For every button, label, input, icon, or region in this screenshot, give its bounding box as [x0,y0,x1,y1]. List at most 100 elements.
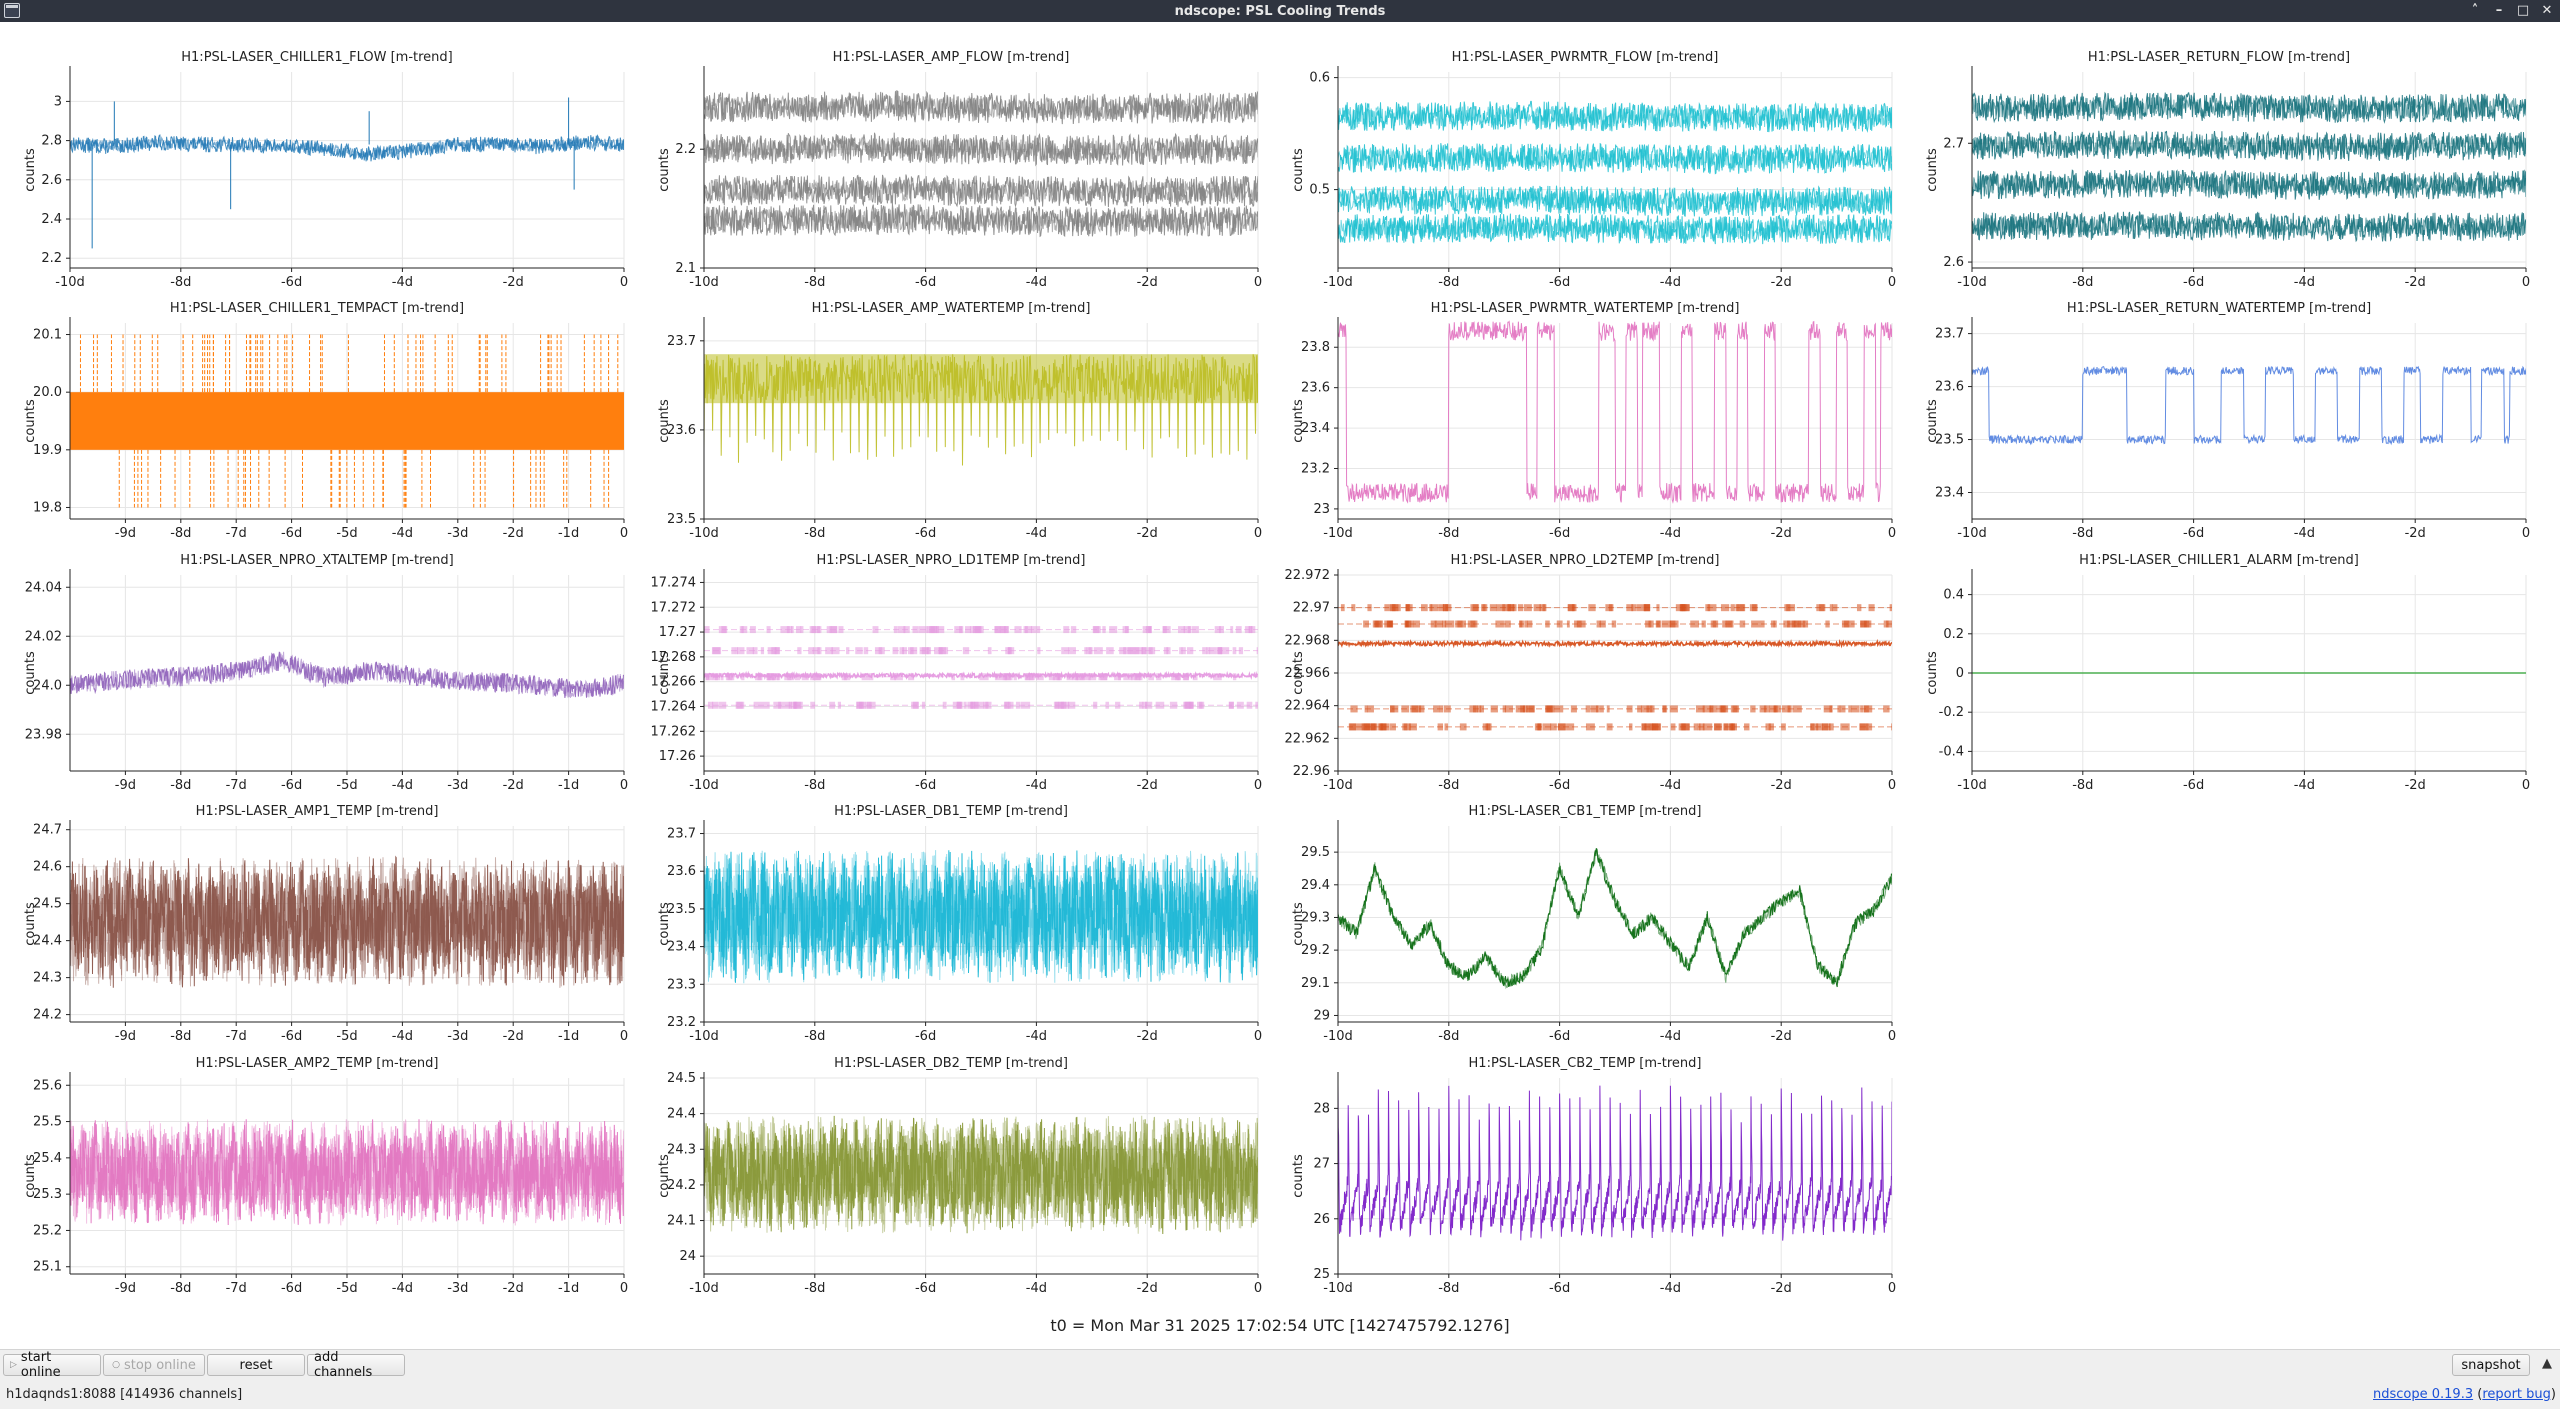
y-tick-label: 20.0 [33,385,62,400]
chart-panel[interactable]: H1:PSL-LASER_CHILLER1_TEMPACT [m-trend] 1… [0,301,634,549]
chart-svg[interactable]: -0.4 -0.2 0 0.2 0.4 -10d -8d -6d -4d -2d 0 counts [1902,553,2536,801]
trace-line [704,208,1258,233]
chart-svg[interactable]: 25 26 27 28 -10d -8d -6d -4d -2d 0 counts [1268,1056,1902,1304]
x-tick-label: -2d [1771,1029,1792,1044]
ndscope-version-link[interactable]: ndscope 0.19.3 [2373,1387,2474,1402]
y-tick-label: 28 [1313,1101,1330,1116]
chart-svg[interactable]: 25.1 25.2 25.3 25.4 25.5 25.6 -9d -8d -7d -6d -5d -… [0,1056,634,1304]
start-online-button[interactable]: ▷ start online [3,1350,101,1380]
y-tick-label: 23.7 [667,334,696,349]
chart-title: H1:PSL-LASER_NPRO_LD2TEMP [m-trend] [1450,553,1720,568]
y-tick-label: 23.2 [667,1015,696,1030]
x-tick-label: 0 [1254,1281,1262,1296]
chart-panel[interactable]: H1:PSL-LASER_PWRMTR_WATERTEMP [m-trend] 2… [1268,301,1902,549]
chart-svg[interactable]: 23.2 23.3 23.4 23.5 23.6 23.7 -10d -8d -6d -4d -2d… [634,804,1268,1052]
x-tick-label: -2d [503,778,524,793]
x-tick-label: -4d [1660,1281,1681,1296]
x-tick-label: 0 [1888,1281,1896,1296]
y-tick-label: 22.964 [1285,699,1331,714]
y-tick-label: 24.5 [33,897,62,912]
chart-svg[interactable]: 2.2 2.4 2.6 2.8 3 -10d -8d -6d -4d -2d 0 counts [0,50,634,298]
chart-svg[interactable]: 24.2 24.3 24.4 24.5 24.6 24.7 -9d -8d -7d -6d -5d -… [0,804,634,1052]
chart-panel[interactable]: H1:PSL-LASER_PWRMTR_FLOW [m-trend] 0.5 0.6… [1268,50,1902,298]
chart-title: H1:PSL-LASER_CHILLER1_TEMPACT [m-trend] [169,301,465,316]
x-tick-label: -1d [558,526,579,541]
trace-line [1338,217,1892,241]
x-tick-label: -2d [1137,275,1158,290]
x-tick-label: -6d [1549,526,1570,541]
x-tick-label: -10d [1323,778,1353,793]
minimize-icon[interactable]: – [2495,3,2503,18]
chart-svg[interactable]: 17.26 17.262 17.264 17.266 17.268 17.27 17.272… [634,553,1268,801]
y-tick-label: 25.2 [33,1223,62,1238]
x-tick-label: -1d [558,778,579,793]
y-tick-label: 23.4 [1301,421,1330,436]
chart-panel[interactable]: H1:PSL-LASER_NPRO_XTALTEMP [m-trend] 23.9… [0,553,634,801]
x-tick-label: -8d [804,1029,825,1044]
y-tick-label: 2.7 [1943,136,1964,151]
y-tick-label: 0.4 [1943,588,1964,603]
start-online-label: start online [20,1350,61,1380]
trace-line [1338,638,1892,649]
x-tick-label: 0 [1254,526,1262,541]
keep-above-icon[interactable]: ˄ [2471,3,2479,18]
chart-panel[interactable]: H1:PSL-LASER_CB2_TEMP [m-trend] 25 26 27 28 -… [1268,1056,1902,1304]
y-tick-label: 0.6 [1309,71,1330,86]
y-axis-title: counts [1291,148,1306,192]
app-icon[interactable] [4,3,20,18]
chart-title: H1:PSL-LASER_NPRO_LD1TEMP [m-trend] [816,553,1086,568]
x-tick-label: -6d [915,1029,936,1044]
x-tick-label: -6d [281,778,302,793]
close-icon[interactable]: ✕ [2541,3,2553,18]
chart-svg[interactable]: 24 24.1 24.2 24.3 24.4 24.5 -10d -8d -6d -4d -2d 0 c… [634,1056,1268,1304]
snapshot-button[interactable]: snapshot [2452,1354,2530,1376]
menu-arrow-icon[interactable]: ▲ [2542,1356,2552,1371]
trace-line [1338,104,1892,129]
chart-svg[interactable]: 19.8 19.9 20.0 20.1 -9d -8d -7d -6d -5d -4d -3d -2d… [0,301,634,549]
x-tick-label: -8d [1438,275,1459,290]
chart-svg[interactable]: 0.5 0.6 -10d -8d -6d -4d -2d 0 counts [1268,50,1902,298]
chart-panel[interactable]: H1:PSL-LASER_AMP2_TEMP [m-trend] 25.1 25.2… [0,1056,634,1304]
add-channels-button[interactable]: add channels [307,1350,405,1380]
chart-panel[interactable]: H1:PSL-LASER_CHILLER1_FLOW [m-trend] 2.2 2… [0,50,634,298]
y-tick-label: 17.262 [651,724,697,739]
window-titlebar: ndscope: PSL Cooling Trends ˄ – □ ✕ [0,0,2560,22]
chart-svg[interactable]: 23.5 23.6 23.7 -10d -8d -6d -4d -2d 0 counts [634,301,1268,549]
chart-panel[interactable]: H1:PSL-LASER_NPRO_LD2TEMP [m-trend] 22.96… [1268,553,1902,801]
y-tick-label: 22.96 [1293,764,1330,779]
chart-svg[interactable]: 2.6 2.7 -10d -8d -6d -4d -2d 0 counts [1902,50,2536,298]
chart-panel[interactable]: H1:PSL-LASER_RETURN_FLOW [m-trend] 2.6 2.7… [1902,50,2536,298]
y-tick-label: 24 [679,1249,696,1264]
chart-panel[interactable]: H1:PSL-LASER_AMP_WATERTEMP [m-trend] 23.5… [634,301,1268,549]
chart-panel[interactable]: H1:PSL-LASER_DB2_TEMP [m-trend] 24 24.1 24.… [634,1056,1268,1304]
y-tick-label: 24.6 [33,860,62,875]
x-tick-label: -4d [1660,275,1681,290]
chart-svg[interactable]: 23.4 23.5 23.6 23.7 -10d -8d -6d -4d -2d 0 counts [1902,301,2536,549]
chart-panel[interactable]: H1:PSL-LASER_NPRO_LD1TEMP [m-trend] 17.26… [634,553,1268,801]
chart-panel[interactable]: H1:PSL-LASER_RETURN_WATERTEMP [m-trend] 2… [1902,301,2536,549]
x-tick-label: -2d [1137,1281,1158,1296]
x-tick-label: -6d [915,778,936,793]
chart-panel[interactable]: H1:PSL-LASER_AMP_FLOW [m-trend] 2.1 2.2 -10… [634,50,1268,298]
chart-panel[interactable]: H1:PSL-LASER_CB1_TEMP [m-trend] 29 29.1 29.… [1268,804,1902,1052]
chart-svg[interactable]: 2.1 2.2 -10d -8d -6d -4d -2d 0 counts [634,50,1268,298]
data-traces [70,855,624,988]
chart-svg[interactable]: 23.98 24.0 24.02 24.04 -9d -8d -7d -6d -5d -4d -3d… [0,553,634,801]
x-tick-label: -5d [336,526,357,541]
chart-svg[interactable]: 22.96 22.962 22.964 22.966 22.968 22.97 22.972… [1268,553,1902,801]
chart-panel[interactable]: H1:PSL-LASER_DB1_TEMP [m-trend] 23.2 23.3 2… [634,804,1268,1052]
maximize-icon[interactable]: □ [2516,3,2530,18]
chart-svg[interactable]: 23 23.2 23.4 23.6 23.8 -10d -8d -6d -4d -2d 0 count… [1268,301,1902,549]
chart-panel[interactable]: H1:PSL-LASER_AMP1_TEMP [m-trend] 24.2 24.3… [0,804,634,1052]
y-tick-label: 25.6 [33,1078,62,1093]
x-tick-label: -6d [2183,526,2204,541]
chart-svg[interactable]: 29 29.1 29.2 29.3 29.4 29.5 -10d -8d -6d -4d -2d 0 c… [1268,804,1902,1052]
x-tick-label: -7d [226,1029,247,1044]
window-controls: ˄ – □ ✕ [2468,0,2554,22]
reset-button[interactable]: reset [207,1354,305,1376]
chart-panel[interactable]: H1:PSL-LASER_CHILLER1_ALARM [m-trend] -0.… [1902,553,2536,801]
report-bug-link[interactable]: report bug [2482,1387,2551,1402]
x-tick-label: -4d [392,275,413,290]
x-tick-label: -6d [281,526,302,541]
x-tick-label: 0 [620,526,628,541]
